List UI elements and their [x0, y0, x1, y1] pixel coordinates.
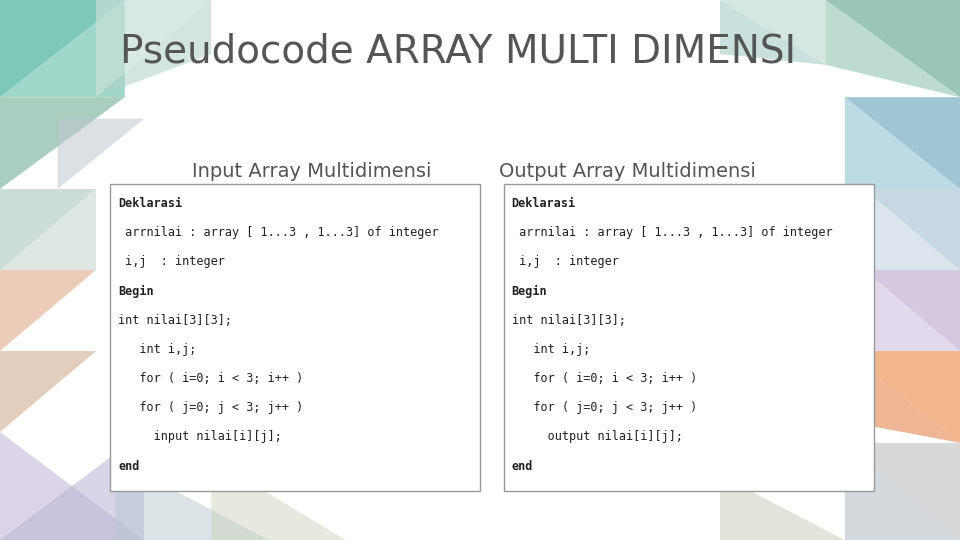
Polygon shape: [845, 351, 960, 443]
Text: i,j  : integer: i,j : integer: [118, 255, 225, 268]
Text: end: end: [512, 460, 533, 472]
Polygon shape: [749, 313, 845, 389]
Polygon shape: [96, 0, 211, 97]
Polygon shape: [845, 443, 960, 540]
Polygon shape: [720, 475, 845, 540]
Polygon shape: [0, 351, 96, 432]
Polygon shape: [0, 189, 96, 270]
Text: Pseudocode ARRAY MULTI DIMENSI: Pseudocode ARRAY MULTI DIMENSI: [120, 32, 796, 70]
Text: for ( j=0; j < 3; j++ ): for ( j=0; j < 3; j++ ): [512, 401, 697, 414]
Text: i,j  : integer: i,j : integer: [512, 255, 618, 268]
Polygon shape: [96, 0, 211, 97]
Polygon shape: [845, 351, 960, 443]
Text: arrnilai : array [ 1...3 , 1...3] of integer: arrnilai : array [ 1...3 , 1...3] of int…: [512, 226, 832, 239]
Polygon shape: [826, 0, 960, 97]
Polygon shape: [0, 270, 96, 351]
Polygon shape: [845, 97, 960, 189]
Text: Deklarasi: Deklarasi: [118, 197, 182, 210]
Text: int i,j;: int i,j;: [118, 343, 197, 356]
Text: for ( j=0; j < 3; j++ ): for ( j=0; j < 3; j++ ): [118, 401, 303, 414]
Text: int i,j;: int i,j;: [512, 343, 590, 356]
Text: output nilai[i][j];: output nilai[i][j];: [512, 430, 683, 443]
Polygon shape: [0, 97, 125, 189]
Polygon shape: [864, 189, 960, 270]
Text: Input Array Multidimensi: Input Array Multidimensi: [192, 162, 431, 181]
Polygon shape: [720, 0, 826, 65]
Polygon shape: [0, 0, 125, 97]
Polygon shape: [864, 189, 960, 270]
Text: Deklarasi: Deklarasi: [512, 197, 576, 210]
FancyBboxPatch shape: [504, 184, 874, 491]
Text: int nilai[3][3];: int nilai[3][3];: [512, 314, 626, 327]
FancyBboxPatch shape: [110, 184, 480, 491]
Polygon shape: [0, 0, 125, 97]
Polygon shape: [58, 119, 144, 189]
Text: Begin: Begin: [512, 285, 547, 298]
Polygon shape: [845, 97, 960, 189]
Text: arrnilai : array [ 1...3 , 1...3] of integer: arrnilai : array [ 1...3 , 1...3] of int…: [118, 226, 439, 239]
Polygon shape: [845, 443, 960, 540]
Polygon shape: [0, 189, 96, 270]
Polygon shape: [0, 432, 144, 540]
Polygon shape: [720, 0, 826, 65]
Text: Output Array Multidimensi: Output Array Multidimensi: [499, 162, 756, 181]
Text: end: end: [118, 460, 139, 472]
Polygon shape: [0, 432, 144, 540]
Polygon shape: [826, 0, 960, 97]
Text: for ( i=0; i < 3; i++ ): for ( i=0; i < 3; i++ ): [512, 372, 697, 385]
Text: int nilai[3][3];: int nilai[3][3];: [118, 314, 232, 327]
Text: for ( i=0; i < 3; i++ ): for ( i=0; i < 3; i++ ): [118, 372, 303, 385]
Text: Begin: Begin: [118, 285, 154, 298]
Polygon shape: [211, 459, 346, 540]
Polygon shape: [864, 270, 960, 351]
Polygon shape: [115, 459, 269, 540]
Polygon shape: [864, 270, 960, 351]
Text: input nilai[i][j];: input nilai[i][j];: [118, 430, 282, 443]
